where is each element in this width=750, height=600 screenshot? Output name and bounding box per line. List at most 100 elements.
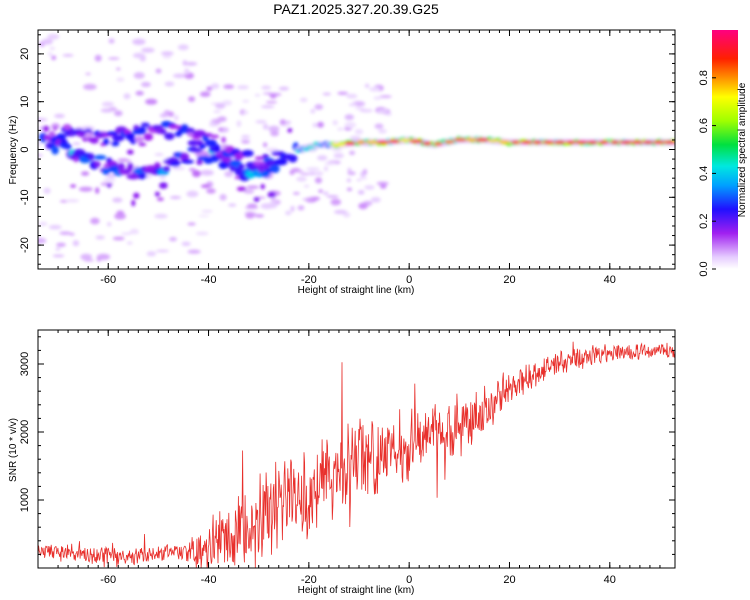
spectrogram-cell	[81, 171, 90, 176]
spectrogram-noise-cell	[181, 241, 191, 246]
spectrogram-cell	[267, 191, 276, 198]
spectrogram-cell	[87, 153, 95, 161]
spectrogram-cell	[218, 160, 229, 170]
spectrogram-noise-cell	[303, 185, 310, 188]
spectrogram-noise-cell	[116, 210, 125, 216]
spectrogram-noise-cell	[56, 242, 66, 247]
spectrogram-noise-cell	[107, 174, 116, 178]
spectrogram-cell	[199, 143, 206, 150]
spectrogram-noise-cell	[347, 171, 356, 176]
spectrogram-xtick-label: 0	[406, 274, 412, 286]
spectrogram-noise-cell	[94, 54, 102, 62]
spectrogram-noise-cell	[100, 108, 114, 113]
spectrogram-peak-cell	[663, 140, 675, 144]
spectrogram-cell	[70, 184, 76, 188]
spectrogram-noise-cell	[132, 38, 146, 45]
spectrogram-noise-cell	[292, 192, 300, 195]
spectrogram-noise-cell	[116, 67, 121, 71]
spectrogram-noise-cell	[281, 124, 290, 127]
spectrogram-noise-cell	[243, 189, 255, 194]
spectrogram-noise-cell	[334, 209, 348, 215]
spectrogram-ytick-label: 10	[19, 96, 31, 108]
spectrogram-cell	[140, 122, 150, 127]
chart-title: PAZ1.2025.327.20.39.G25	[273, 1, 439, 17]
colorbar-tick-label: 0.4	[698, 166, 710, 181]
snr-xtick-label: 0	[406, 574, 412, 586]
spectrogram-cell	[133, 192, 140, 199]
spectrogram-noise-cell	[332, 120, 338, 126]
spectrogram-noise-cell	[206, 86, 213, 91]
spectrogram-peak-cell	[475, 138, 490, 142]
spectrogram-cell	[93, 161, 101, 168]
spectrogram-peak-cell	[598, 140, 609, 144]
spectrogram-cell	[162, 166, 171, 173]
spectrogram-cell	[214, 144, 221, 151]
spectrogram-noise-cell	[357, 190, 365, 195]
spectrogram-noise-cell	[299, 97, 308, 103]
spectrogram-noise-cell	[83, 83, 97, 90]
spectrogram-cell	[134, 136, 144, 143]
snr-xtick-label: -20	[301, 574, 317, 586]
spectrogram-noise-cell	[260, 203, 274, 210]
colorbar: 0.0 0.2 0.4 0.6 0.8 Normalized spectral ampl…	[698, 30, 748, 277]
spectrogram-noise-cell	[359, 108, 373, 113]
spectrogram-noise-cell	[384, 112, 392, 116]
spectrogram-cell	[154, 162, 161, 169]
spectrogram-noise-cell	[289, 169, 295, 176]
spectrogram-cell	[42, 125, 50, 132]
spectrogram-noise-cell	[344, 121, 357, 129]
snr-ytick-label: 3000	[19, 352, 31, 376]
spectrogram-peak-cell	[565, 140, 576, 144]
spectrogram-noise-cell	[370, 197, 381, 203]
spectrogram-noise-cell	[219, 194, 227, 201]
spectrogram-cell	[221, 136, 226, 143]
spectrogram-noise-cell	[213, 110, 221, 114]
spectrogram-cell	[254, 156, 265, 160]
spectrogram-noise-cell	[130, 228, 139, 234]
spectrogram-cell	[52, 126, 58, 131]
spectrogram-xtick-label: -40	[201, 274, 217, 286]
spectrogram-noise-cell	[240, 139, 251, 142]
spectrogram-cell	[95, 187, 100, 194]
spectrogram-cell	[288, 154, 298, 163]
spectrogram-noise-cell	[171, 166, 186, 171]
spectrogram-cell	[117, 162, 125, 171]
spectrogram-noise-cell	[278, 86, 289, 91]
spectrogram-noise-cell	[215, 102, 226, 109]
spectrogram-noise-cell	[43, 187, 51, 194]
spectrogram-noise-cell	[51, 55, 57, 61]
spectrogram-noise-cell	[346, 187, 353, 191]
spectrogram-ytick-label: -20	[19, 237, 31, 253]
spectrogram-noise-cell	[199, 91, 211, 97]
spectrogram-noise-cell	[322, 92, 331, 96]
snr-frame	[37, 329, 676, 569]
colorbar-tick-label: 0.8	[698, 70, 710, 85]
spectrogram-noise-cell	[174, 114, 179, 121]
spectrogram-cell	[181, 159, 194, 164]
spectrogram-noise-cell	[242, 100, 250, 103]
spectrogram-noise-cell	[362, 168, 368, 176]
spectrogram-cell	[62, 143, 72, 150]
spectrogram-noise-cell	[364, 185, 375, 190]
spectrogram-peak-cell	[532, 140, 543, 144]
spectrogram-cell	[106, 131, 119, 136]
spectrogram-noise-cell	[41, 38, 53, 45]
spectrogram-cell	[131, 199, 136, 207]
spectrogram-peak-cell	[344, 141, 356, 145]
spectrogram-noise-cell	[333, 153, 344, 159]
spectrogram-noise-cell	[346, 178, 352, 183]
spectrogram-cell	[169, 124, 182, 130]
spectrogram-noise-cell	[246, 185, 260, 189]
spectrogram-cell	[89, 137, 99, 144]
spectrogram-noise-cell	[364, 83, 370, 88]
spectrogram-noise-cell	[72, 240, 80, 247]
spectrogram-noise-cell	[169, 196, 182, 199]
spectrogram-heatmap	[38, 33, 675, 262]
spectrogram-xtick-label: 20	[503, 274, 515, 286]
spectrogram-noise-cell	[254, 214, 265, 218]
spectrogram-noise-cell	[80, 253, 92, 261]
spectrogram-noise-cell	[312, 123, 318, 128]
spectrogram-noise-cell	[155, 68, 162, 74]
spectrogram-noise-cell	[255, 120, 267, 124]
spectrogram-noise-cell	[376, 181, 389, 186]
